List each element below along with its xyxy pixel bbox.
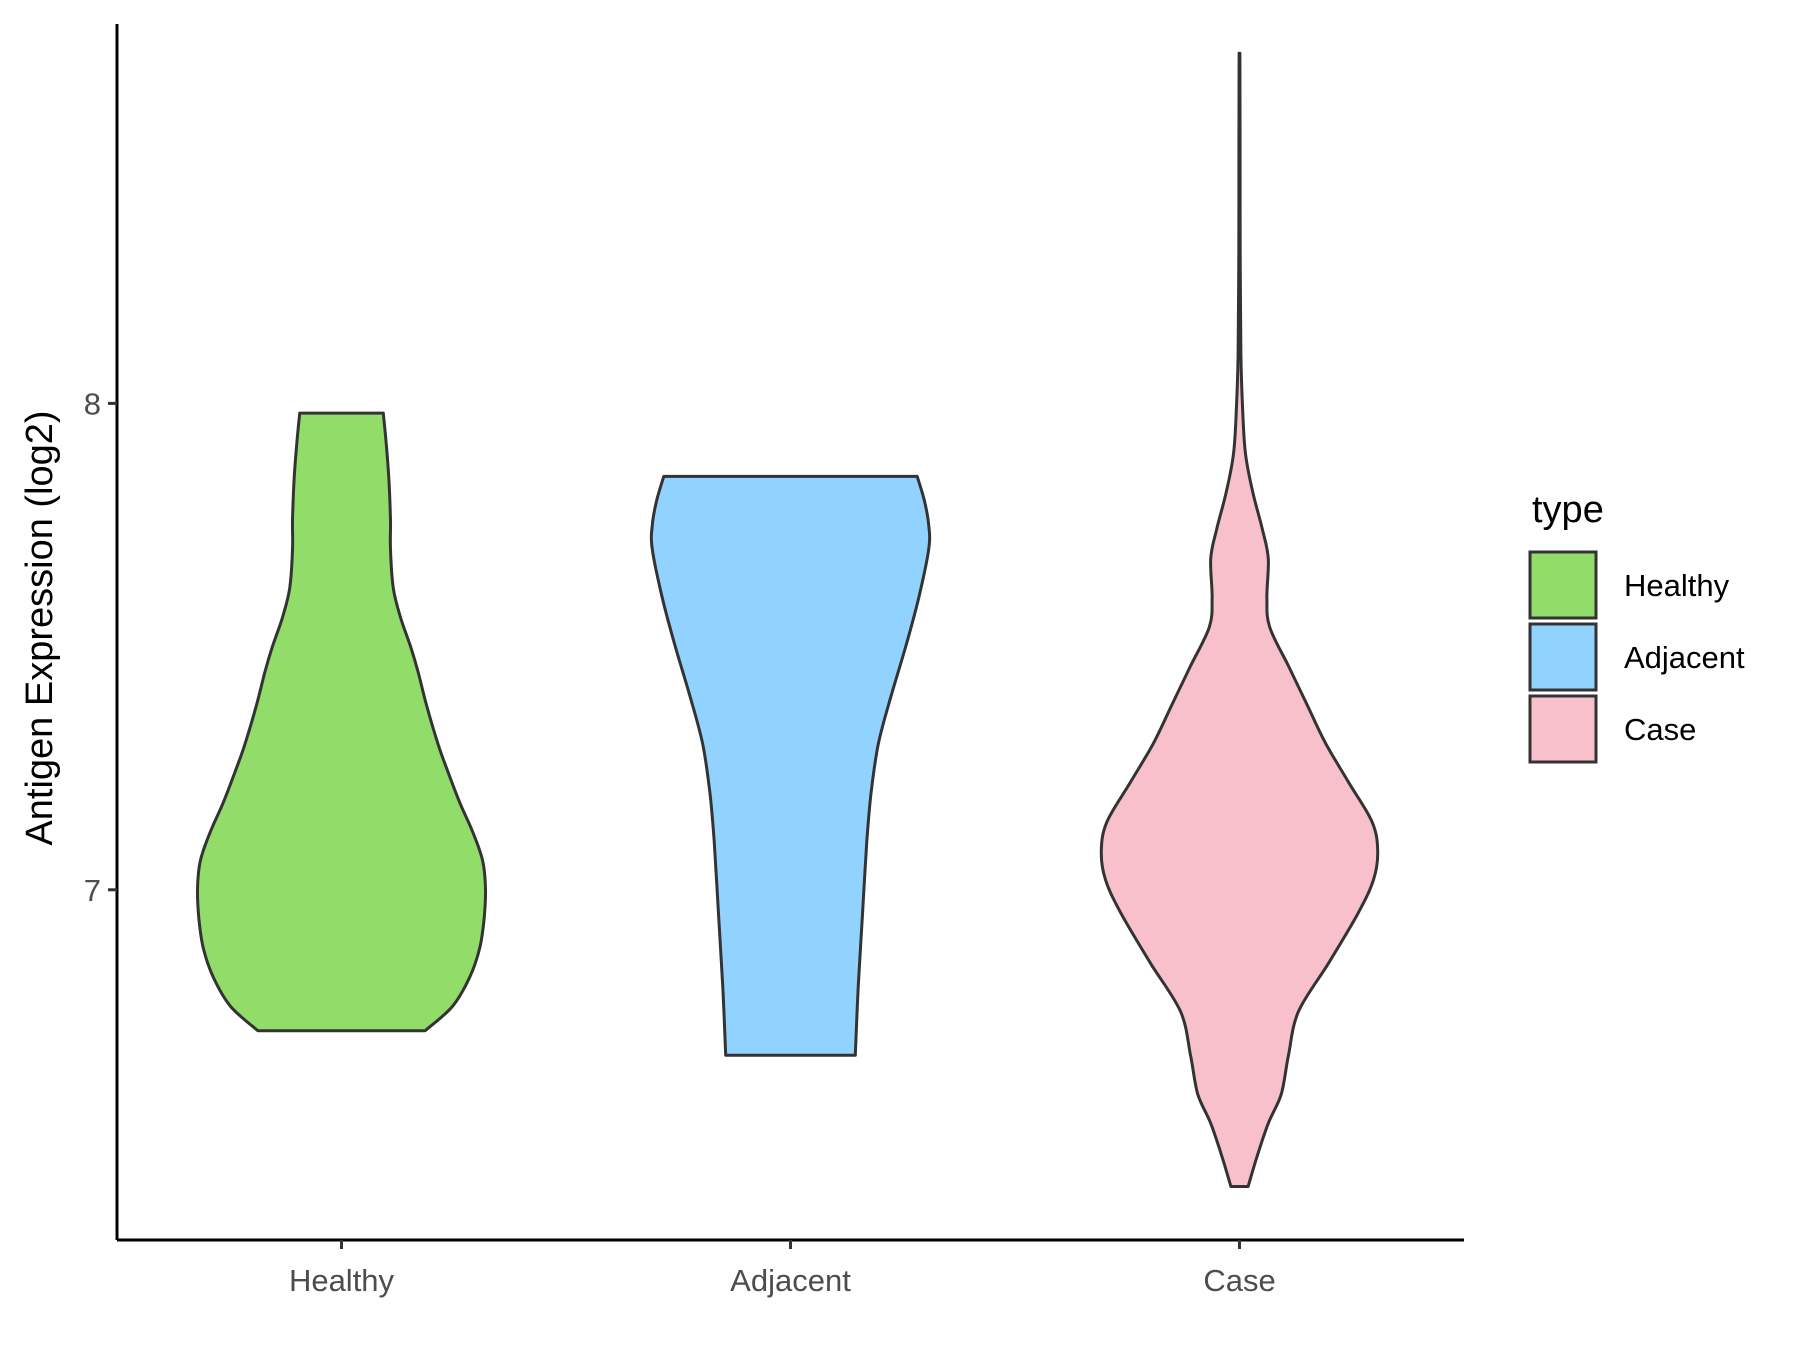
violin-healthy bbox=[195, 411, 488, 1033]
axes: 78 Healthy Adjacent Case bbox=[84, 24, 1464, 1298]
legend-swatch-case bbox=[1528, 694, 1598, 764]
violin-layer bbox=[195, 51, 1380, 1188]
y-axis-title: Antigen Expression (log2) bbox=[19, 410, 61, 845]
x-tick-label: Adjacent bbox=[730, 1263, 851, 1298]
y-tick-label: 8 bbox=[84, 386, 101, 421]
legend-label-healthy: Healthy bbox=[1624, 568, 1730, 603]
y-ticks: 78 bbox=[84, 386, 117, 908]
legend-label-case: Case bbox=[1624, 712, 1696, 747]
legend-swatch-healthy bbox=[1528, 550, 1598, 620]
violin-adjacent bbox=[649, 474, 932, 1057]
violin-case bbox=[1099, 51, 1380, 1188]
legend-label-adjacent: Adjacent bbox=[1624, 640, 1745, 675]
x-tick-label: Healthy bbox=[289, 1263, 395, 1298]
legend-title: type bbox=[1532, 489, 1604, 531]
legend-items: Healthy Adjacent Case bbox=[1528, 550, 1745, 764]
legend-swatch-adjacent bbox=[1528, 622, 1598, 692]
x-tick-label: Case bbox=[1203, 1263, 1275, 1298]
legend: type Healthy Adjacent Case bbox=[1528, 489, 1745, 764]
y-tick-label: 7 bbox=[84, 873, 101, 908]
x-ticks: Healthy Adjacent Case bbox=[289, 1240, 1276, 1298]
